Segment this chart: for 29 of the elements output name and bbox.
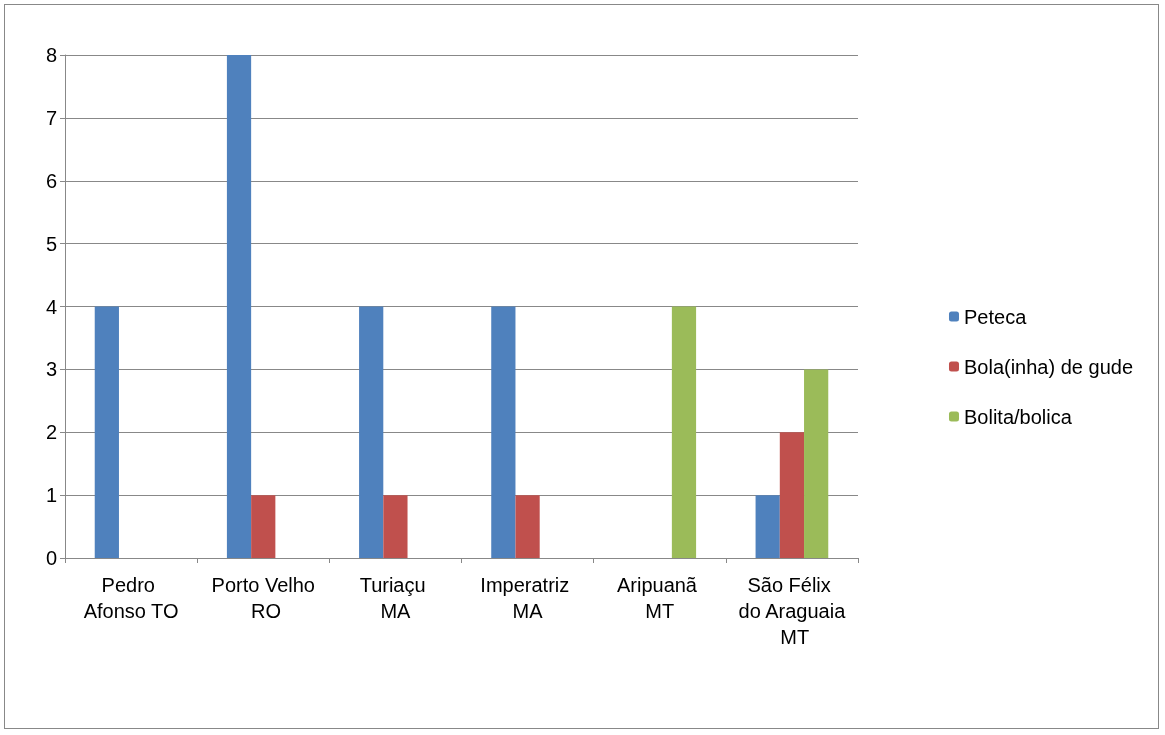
y-tick-label: 8 bbox=[45, 44, 57, 66]
bar bbox=[804, 369, 829, 558]
y-tick-label: 3 bbox=[45, 358, 57, 381]
bar bbox=[383, 495, 408, 558]
y-tick-label: 0 bbox=[45, 547, 57, 569]
bar bbox=[779, 432, 805, 558]
x-tick-label: Aripuanã MT bbox=[616, 574, 703, 622]
x-tick-label: São Félix do Araguaia MT bbox=[738, 574, 847, 648]
bar bbox=[491, 306, 516, 558]
bar bbox=[671, 306, 697, 558]
y-tick-label: 5 bbox=[45, 232, 57, 255]
bar bbox=[251, 495, 276, 558]
x-tick-label: Pedro Afonso TO bbox=[83, 574, 179, 622]
legend-label: Bola(inha) de gude bbox=[963, 355, 1133, 378]
bar bbox=[94, 306, 119, 558]
y-tick-label: 4 bbox=[45, 295, 57, 318]
y-tick-label: 7 bbox=[45, 106, 57, 129]
y-tick-label: 6 bbox=[45, 169, 57, 192]
x-tick-label: Imperatriz MA bbox=[480, 574, 575, 622]
bar bbox=[755, 495, 780, 558]
x-tick-label: Turiaçu MA bbox=[359, 574, 432, 622]
y-tick-label: 2 bbox=[45, 421, 57, 444]
bar bbox=[515, 495, 540, 558]
bar bbox=[226, 55, 252, 558]
x-tick-label: Porto Velho RO bbox=[211, 574, 315, 622]
legend-label: Bolita/bolica bbox=[963, 405, 1073, 428]
legend-label: Peteca bbox=[963, 305, 1028, 328]
bar bbox=[359, 306, 384, 558]
y-tick-label: 1 bbox=[45, 484, 57, 507]
